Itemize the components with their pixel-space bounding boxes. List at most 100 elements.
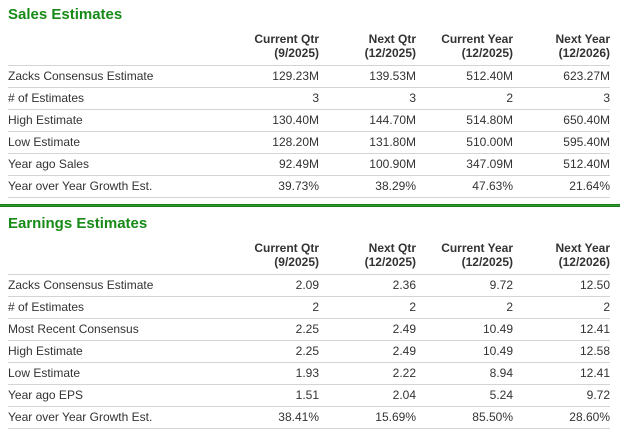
cell-value: 2 <box>513 296 610 319</box>
table-row: Low Estimate 1.93 2.22 8.94 12.41 <box>8 362 610 385</box>
cell-value: 130.40M <box>222 109 319 132</box>
table-row: High Estimate 130.40M 144.70M 514.80M 650.40… <box>8 109 610 132</box>
cell-value: 38.29% <box>319 175 416 198</box>
cell-value: 5.24 <box>416 384 513 407</box>
cell-value: 85.50% <box>416 406 513 429</box>
cell-value: 10.49 <box>416 340 513 363</box>
label-column-spacer <box>8 235 222 275</box>
cell-value: 2.09 <box>222 274 319 297</box>
cell-value: 2 <box>416 87 513 110</box>
cell-value: 347.09M <box>416 153 513 176</box>
cell-value: 650.40M <box>513 109 610 132</box>
column-header: Next Year (12/2026) <box>513 26 611 66</box>
label-column-spacer <box>8 26 222 66</box>
row-label: High Estimate <box>8 109 222 132</box>
row-label: High Estimate <box>8 340 222 363</box>
table-row: High Estimate 2.25 2.49 10.49 12.58 <box>8 340 610 363</box>
section-divider <box>0 204 620 207</box>
cell-value: 10.49 <box>416 318 513 341</box>
cell-value: 2 <box>319 296 416 319</box>
sales-estimates-section: Sales Estimates Current Qtr (9/2025) Next … <box>0 6 620 198</box>
row-label: Zacks Consensus Estimate <box>8 65 222 88</box>
cell-value: 2.36 <box>319 274 416 297</box>
table-row: Most Recent Consensus 2.25 2.49 10.49 12.41 <box>8 318 610 341</box>
cell-value: 2.49 <box>319 340 416 363</box>
column-header: Current Year (12/2025) <box>416 26 513 66</box>
cell-value: 28.60% <box>513 406 610 429</box>
cell-value: 2.22 <box>319 362 416 385</box>
cell-value: 128.20M <box>222 131 319 154</box>
cell-value: 15.69% <box>319 406 416 429</box>
cell-value: 9.72 <box>416 274 513 297</box>
table-row: # of Estimates 3 3 2 3 <box>8 87 610 110</box>
row-label: Year ago Sales <box>8 153 222 176</box>
cell-value: 595.40M <box>513 131 610 154</box>
cell-value: 512.40M <box>416 65 513 88</box>
row-label: Year ago EPS <box>8 384 222 407</box>
column-header-label: Current Year <box>441 32 513 46</box>
cell-value: 8.94 <box>416 362 513 385</box>
cell-value: 92.49M <box>222 153 319 176</box>
column-header: Current Qtr (9/2025) <box>222 235 319 275</box>
cell-value: 1.51 <box>222 384 319 407</box>
cell-value: 39.73% <box>222 175 319 198</box>
cell-value: 2 <box>416 296 513 319</box>
column-header: Next Qtr (12/2025) <box>319 26 416 66</box>
column-header: Current Year (12/2025) <box>416 235 513 275</box>
cell-value: 9.72 <box>513 384 610 407</box>
cell-value: 12.58 <box>513 340 610 363</box>
column-header-label: Current Year <box>441 241 513 255</box>
column-header-period: (9/2025) <box>274 46 319 60</box>
cell-value: 129.23M <box>222 65 319 88</box>
cell-value: 12.50 <box>513 274 610 297</box>
cell-value: 100.90M <box>319 153 416 176</box>
cell-value: 2.25 <box>222 318 319 341</box>
cell-value: 12.41 <box>513 318 610 341</box>
table-row: Zacks Consensus Estimate 129.23M 139.53M 51… <box>8 65 610 88</box>
cell-value: 623.27M <box>513 65 610 88</box>
table-row: Year over Year Growth Est. 38.41% 15.69% 85… <box>8 406 610 429</box>
cell-value: 2.04 <box>319 384 416 407</box>
cell-value: 144.70M <box>319 109 416 132</box>
cell-value: 12.41 <box>513 362 610 385</box>
earnings-table-header-row: Current Qtr (9/2025) Next Qtr (12/2025) Curr… <box>8 235 610 275</box>
row-label: Low Estimate <box>8 131 222 154</box>
row-label: # of Estimates <box>8 87 222 110</box>
column-header-period: (12/2025) <box>461 255 513 269</box>
column-header-period: (12/2026) <box>558 255 610 269</box>
column-header-label: Next Year <box>555 241 611 255</box>
table-row: # of Estimates 2 2 2 2 <box>8 296 610 319</box>
column-header-period: (9/2025) <box>274 255 319 269</box>
column-header-period: (12/2025) <box>364 255 416 269</box>
table-row: Low Estimate 128.20M 131.80M 510.00M 595.40M <box>8 131 610 154</box>
row-label: Year over Year Growth Est. <box>8 175 222 198</box>
cell-value: 510.00M <box>416 131 513 154</box>
row-label: # of Estimates <box>8 296 222 319</box>
sales-estimates-title: Sales Estimates <box>8 6 123 23</box>
column-header: Next Year (12/2026) <box>513 235 611 275</box>
row-label: Year over Year Growth Est. <box>8 406 222 429</box>
cell-value: 131.80M <box>319 131 416 154</box>
column-header-label: Current Qtr <box>254 241 319 255</box>
row-label: Most Recent Consensus <box>8 318 222 341</box>
table-row: Year ago Sales 92.49M 100.90M 347.09M 512.40… <box>8 153 610 176</box>
cell-value: 139.53M <box>319 65 416 88</box>
cell-value: 38.41% <box>222 406 319 429</box>
cell-value: 514.80M <box>416 109 513 132</box>
row-label: Zacks Consensus Estimate <box>8 274 222 297</box>
cell-value: 47.63% <box>416 175 513 198</box>
column-header: Current Qtr (9/2025) <box>222 26 319 66</box>
column-header-label: Next Year <box>555 32 611 46</box>
column-header-label: Current Qtr <box>254 32 319 46</box>
cell-value: 21.64% <box>513 175 610 198</box>
table-row: Year over Year Growth Est. 39.73% 38.29% 47… <box>8 175 610 198</box>
column-header-period: (12/2025) <box>364 46 416 60</box>
sales-table: Current Qtr (9/2025) Next Qtr (12/2025) Curr… <box>8 26 610 198</box>
cell-value: 512.40M <box>513 153 610 176</box>
table-row: Year ago EPS 1.51 2.04 5.24 9.72 <box>8 384 610 407</box>
earnings-estimates-title: Earnings Estimates <box>8 215 148 232</box>
column-header-period: (12/2025) <box>461 46 513 60</box>
earnings-estimates-section: Earnings Estimates Current Qtr (9/2025) Ne… <box>0 215 620 429</box>
cell-value: 2.25 <box>222 340 319 363</box>
column-header-label: Next Qtr <box>368 241 416 255</box>
